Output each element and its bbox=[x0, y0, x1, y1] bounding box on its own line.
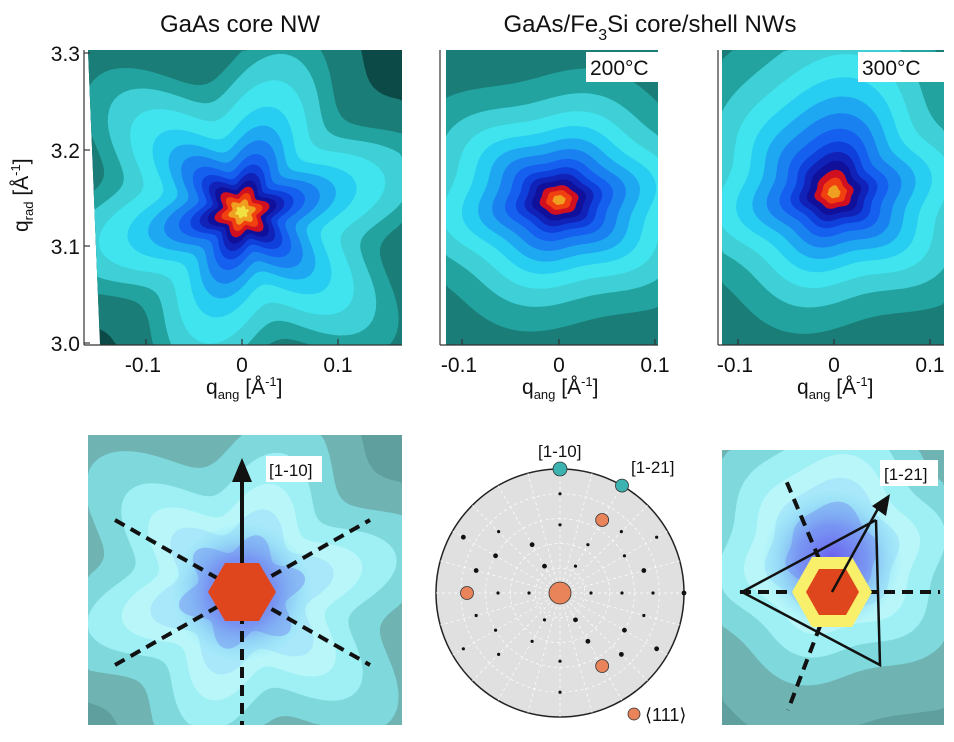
xtick: 0.1 bbox=[640, 354, 669, 377]
pole-label-110: [1-10] bbox=[538, 442, 581, 461]
pole-dot bbox=[558, 492, 562, 496]
pole-dot bbox=[619, 530, 623, 534]
triangle bbox=[739, 504, 882, 668]
contour-level bbox=[827, 185, 841, 199]
pole-label-121: [1-21] bbox=[631, 458, 674, 477]
xlabel: qang [Å-1] bbox=[522, 374, 598, 402]
contour-level bbox=[235, 205, 249, 219]
xtick: 0 bbox=[553, 354, 565, 377]
pole-dot bbox=[461, 647, 465, 651]
heatmap-core bbox=[88, 50, 402, 345]
pole-dot bbox=[542, 563, 547, 569]
pole-111 bbox=[548, 581, 572, 605]
pole-dot bbox=[527, 591, 531, 595]
pole-dot bbox=[655, 535, 659, 539]
xtick: 0 bbox=[828, 354, 840, 377]
legend-label: ⟨111⟩ bbox=[645, 705, 686, 725]
pole-direction bbox=[615, 478, 629, 493]
pole-dot bbox=[573, 617, 578, 623]
pole-dot bbox=[573, 564, 578, 568]
pole-dot bbox=[589, 591, 593, 595]
pole-dot bbox=[493, 628, 498, 632]
ytick: 3.3 bbox=[51, 43, 80, 66]
legend-marker bbox=[627, 707, 641, 721]
pole-dot bbox=[493, 553, 498, 559]
temp-label-200: 200°C bbox=[590, 57, 649, 80]
pole-dot bbox=[558, 659, 562, 663]
stereogram bbox=[435, 461, 687, 718]
ylabel: qrad [Å-1] bbox=[8, 158, 36, 232]
arrow-head bbox=[232, 458, 252, 482]
xtick: 0.1 bbox=[915, 354, 944, 377]
pole-dot bbox=[496, 591, 500, 595]
pole-dot bbox=[681, 590, 687, 596]
pole-dot bbox=[651, 591, 655, 595]
heatmap-300C bbox=[722, 50, 944, 345]
ytick: 3.0 bbox=[51, 333, 80, 356]
xtick: 0.1 bbox=[323, 354, 352, 377]
pole-dot bbox=[542, 618, 547, 622]
pole-dot bbox=[497, 530, 501, 534]
heatmap-200C bbox=[446, 50, 658, 345]
pole-dot bbox=[642, 613, 646, 618]
pole-111 bbox=[595, 513, 610, 527]
pole-dot bbox=[586, 543, 590, 547]
contour-level bbox=[552, 195, 566, 205]
xlabel: qang [Å-1] bbox=[797, 374, 873, 402]
pole-dot bbox=[641, 568, 647, 573]
direction-label: [1-21] bbox=[884, 465, 927, 484]
pole-dot bbox=[530, 639, 534, 643]
pole-dot bbox=[529, 542, 535, 548]
pole-dot bbox=[460, 534, 466, 540]
pole-111 bbox=[460, 586, 474, 600]
pole-dot bbox=[497, 652, 501, 656]
title-core: GaAs core NW bbox=[160, 11, 320, 38]
title-coreshell: GaAs/Fe3Si core/shell NWs bbox=[504, 11, 797, 44]
xtick: -0.1 bbox=[125, 354, 161, 377]
xlabel: qang [Å-1] bbox=[206, 374, 282, 402]
xtick: -0.1 bbox=[441, 354, 477, 377]
pole-dot bbox=[620, 591, 624, 595]
pole-dot bbox=[558, 690, 562, 694]
direction-label: [1-10] bbox=[269, 461, 312, 480]
xtick: -0.1 bbox=[717, 354, 753, 377]
xtick: 0 bbox=[236, 354, 248, 377]
pole-direction bbox=[552, 461, 568, 477]
pole-dot bbox=[622, 627, 627, 633]
arrow-head bbox=[872, 494, 890, 516]
pole-dot bbox=[473, 568, 479, 573]
temp-label-300: 300°C bbox=[862, 57, 921, 80]
ytick: 3.2 bbox=[51, 140, 80, 163]
axes bbox=[83, 50, 944, 346]
pole-dot bbox=[618, 651, 624, 657]
pole-dot bbox=[585, 638, 591, 644]
pole-dot bbox=[558, 523, 562, 527]
pole-111 bbox=[595, 659, 610, 673]
hexagon bbox=[208, 563, 276, 621]
ytick: 3.1 bbox=[51, 236, 80, 259]
pole-dot bbox=[622, 554, 627, 558]
pole-dot bbox=[474, 613, 478, 618]
pole-dot bbox=[654, 646, 660, 652]
